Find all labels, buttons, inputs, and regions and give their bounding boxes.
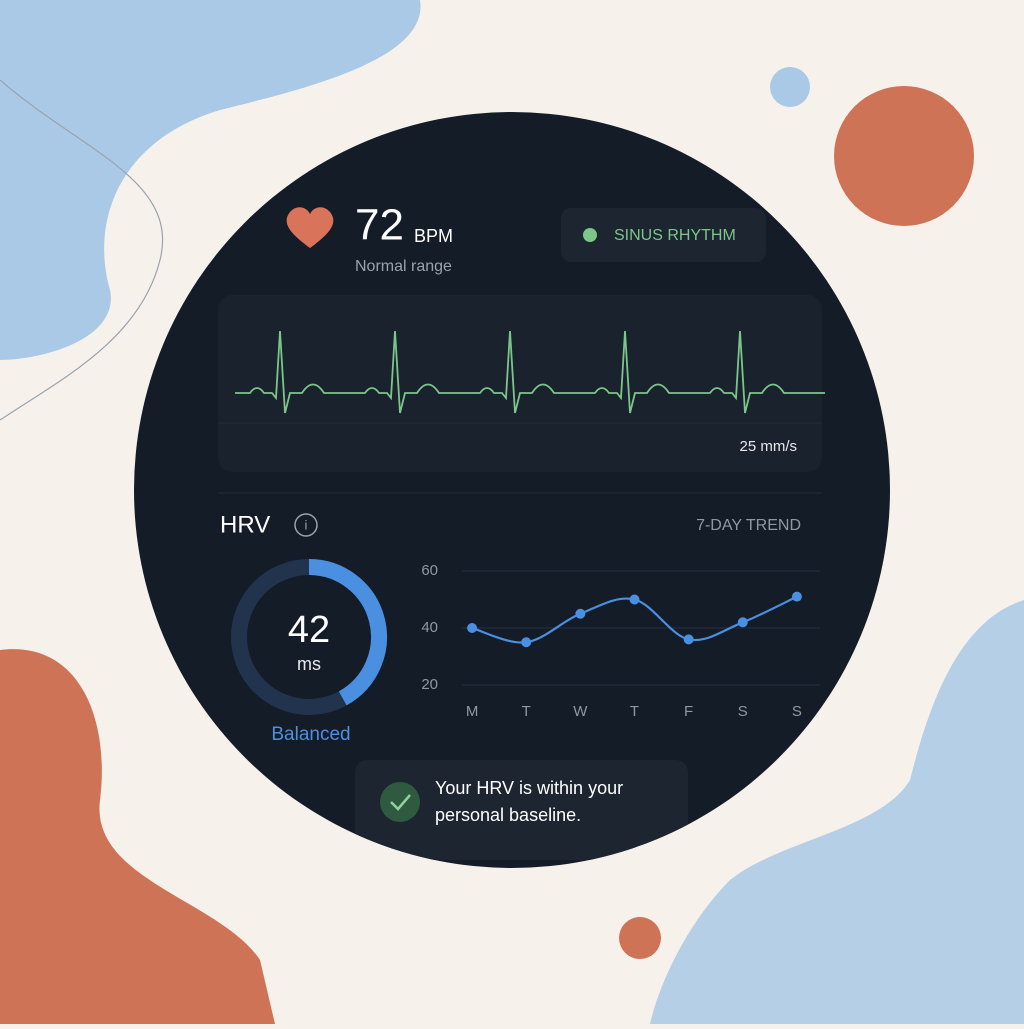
hrv-chart: 20 40 60 M T W T F S S (421, 562, 820, 720)
dot (834, 86, 974, 226)
ecg-wave (235, 330, 825, 414)
point (683, 634, 694, 645)
message-box (355, 760, 688, 860)
ring-arc (308, 559, 387, 706)
trend-label: 7-DAY TREND (696, 517, 801, 534)
hrv-unit: ms (297, 654, 321, 674)
x-tick-label: T (522, 703, 531, 720)
check-mark (390, 794, 411, 811)
x-tick-label: S (738, 703, 748, 720)
point (575, 608, 586, 619)
blob (650, 600, 1024, 1024)
y-tick-label: 40 (421, 619, 438, 636)
ecg-speed: 25 mm/s (739, 438, 797, 455)
point (521, 637, 532, 648)
point (791, 591, 802, 602)
y-tick-label: 60 (421, 562, 438, 579)
info-icon-glyph: i (305, 517, 308, 532)
info-icon[interactable] (294, 513, 318, 537)
dot (770, 67, 810, 107)
hrv-value: 42 (288, 609, 330, 651)
rhythm-pill (561, 208, 766, 262)
blob (0, 649, 275, 1024)
x-tick-label: M (466, 703, 479, 720)
y-tick-label: 20 (421, 676, 438, 693)
dot (619, 917, 661, 959)
rhythm-dot (583, 228, 597, 242)
point (467, 623, 478, 633)
x-tick-label: S (792, 703, 802, 720)
hrv-state: Balanced (271, 724, 350, 745)
blob (0, 0, 421, 360)
bpm-unit: BPM (414, 226, 453, 246)
point (737, 617, 748, 628)
x-tick-label: W (573, 703, 588, 720)
watch-face (134, 112, 890, 868)
rhythm: SINUS RHYTHM (614, 227, 736, 244)
hrv-title: HRV (220, 511, 270, 538)
check-icon (380, 782, 420, 822)
bpm-value: 72 (355, 201, 404, 250)
x-tick-label: F (684, 703, 693, 720)
x-tick-label: T (630, 703, 639, 720)
message-line: personal baseline. (435, 805, 581, 825)
deco-line (0, 79, 164, 421)
message-line: Your HRV is within your (435, 778, 623, 798)
ecg-panel (218, 295, 822, 472)
point (629, 594, 640, 605)
heart-icon (286, 207, 334, 248)
status: Normal range (355, 258, 452, 275)
